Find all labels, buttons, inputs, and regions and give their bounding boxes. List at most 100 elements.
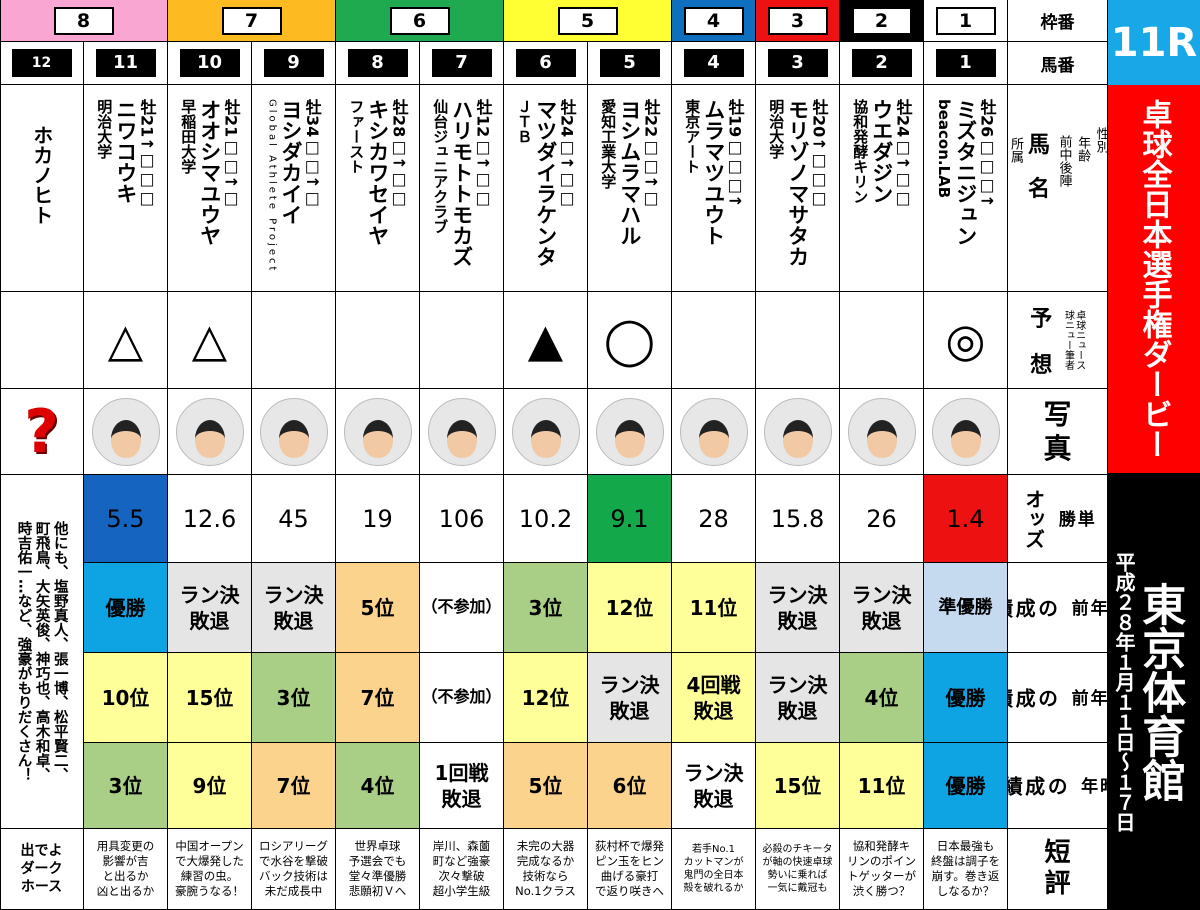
label-r3-cell: の 成 績 ３ 年 前: [1008, 563, 1108, 653]
comment-cell: ロシアリーグ で水谷を撃破 バック技術は 未だ成長中: [252, 829, 336, 910]
race-number: 11R: [1108, 0, 1200, 85]
result-r2: 12位: [521, 685, 570, 710]
horse-team: beacon.LAB: [935, 99, 954, 199]
player-photo: [427, 397, 496, 466]
result-r3: （不参加）: [421, 597, 502, 617]
horse-number: 1: [935, 49, 996, 77]
frame-cell: 7: [168, 0, 336, 42]
player-photo: [91, 397, 160, 466]
result-r3-cell: ラン決 敗退: [252, 563, 336, 653]
horse-name: キシカワセイヤ: [365, 99, 390, 246]
odds-cell: 15.8: [756, 475, 840, 563]
result-r2: 10位: [101, 685, 150, 710]
horse-team: 明治大学: [767, 99, 786, 159]
horse-number-cell: 1: [924, 42, 1008, 85]
prediction-cell: ◎: [924, 292, 1008, 389]
venue-panel: 平成２８年１月１１日〜１７日 東京体育館: [1108, 473, 1200, 910]
result-r3: 優勝: [105, 595, 146, 620]
result-r1: 15位: [773, 773, 822, 798]
horse-meta: 牡22□□↑□: [641, 99, 661, 208]
label-odds-main: オッズ: [1021, 488, 1046, 549]
horse-name: ホカノヒト: [29, 125, 54, 225]
horse-number: 12: [11, 49, 72, 77]
comment-cell: 必殺のチキータ が軸の快速卓球 勢いに乗れば 一気に戴冠も: [756, 829, 840, 910]
dark-horse-label: 出でよ ダーク ホース: [20, 842, 63, 896]
horse-name: ウエダジン: [869, 99, 894, 204]
comment-cell: 荻村杯で爆発 ピン玉をヒン 曲げる豪打 で返り咲きへ: [588, 829, 672, 910]
horse-name-cell: ホカノヒト: [0, 85, 84, 292]
photo-cell: [504, 389, 588, 475]
horse-number: 8: [347, 49, 408, 77]
horse-number: 7: [431, 49, 492, 77]
comment-text: 岸川、森薗 町など強豪 次々撃破 超小学生級: [432, 839, 491, 898]
result-r1: 7位: [276, 773, 311, 798]
horse-name: ミズタニジュン: [953, 99, 978, 246]
horse-name-cell: 牡12□↑□□ ハリモトトモカズ 仙台ジュニアクラブ: [420, 85, 504, 292]
odds-cell: 10.2: [504, 475, 588, 563]
horse-name-cell: 牡28□↑□□ キシカワセイヤ ファースト: [336, 85, 420, 292]
horse-number-cell: 8: [336, 42, 420, 85]
prediction-cell: [840, 292, 924, 389]
frame-cell: 2: [840, 0, 924, 42]
prediction-cell: [756, 292, 840, 389]
label-name: 名: [1027, 177, 1050, 202]
label-pred-sub: 卓球ニュース 球ニュー筆者: [1062, 310, 1085, 370]
frame-cell: 4: [672, 0, 756, 42]
prediction-mark: △: [191, 313, 228, 367]
horse-meta: 牡34□□↑□: [302, 99, 322, 208]
others-text: 他にも、塩野真人、張一博、松平賢二、 町飛鳥、大矢英俊、神巧也、高木和卓、 時吉…: [15, 521, 68, 782]
horse-name: マツダイラケンタ: [533, 99, 558, 267]
horse-team: 早稲田大学: [179, 99, 198, 174]
comment-text: 協和発酵キ リンのポイン トゲッターが 渋く勝つ？: [847, 839, 916, 898]
odds-cell: 9.1: [588, 475, 672, 563]
photo-cell: [840, 389, 924, 475]
horse-number-cell: 4: [672, 42, 756, 85]
label-r1-cell: の 成 績昨 年: [1008, 743, 1108, 829]
result-r2-cell: 優勝: [924, 653, 1008, 743]
comment-text: ロシアリーグ で水谷を撃破 バック技術は 未だ成長中: [259, 839, 328, 898]
result-r3: ラン決 敗退: [263, 582, 324, 633]
player-photo: [175, 397, 244, 466]
label-r1-main: の 成 績: [1008, 775, 1069, 796]
comment-text: 世界卓球 予選会でも 堂々準優勝 悲願初Ｖへ: [348, 839, 407, 898]
photo-cell: [168, 389, 252, 475]
comment-cell: 未完の大器 完成なるか 技術なら No.1クラス: [504, 829, 588, 910]
venue-text: 東京体育館: [1134, 581, 1186, 802]
horse-team: 仙台ジュニアクラブ: [431, 99, 450, 234]
race-title-text: 卓球全日本選手権ダービー: [1136, 99, 1172, 459]
result-r1: 6位: [612, 773, 647, 798]
result-r1-cell: 優勝: [924, 743, 1008, 829]
frame-number: 5: [557, 6, 618, 35]
photo-cell: [420, 389, 504, 475]
prediction-mark: ◎: [945, 313, 986, 367]
comment-text: 用具変更の 影響が吉 と出るか 凶と出るか: [96, 839, 155, 898]
frame-number: 7: [221, 6, 282, 35]
horse-meta: 牡20↑□□□: [809, 99, 829, 208]
label-pred-cell: 予想卓球ニュース 球ニュー筆者: [1008, 292, 1108, 389]
horse-number-cell: 5: [588, 42, 672, 85]
player-face-icon: [950, 419, 981, 458]
result-r3: ラン決 敗退: [767, 582, 828, 633]
odds-value: 10.2: [518, 504, 573, 533]
result-r1: ラン決 敗退: [683, 760, 744, 811]
result-r1-cell: 11位: [840, 743, 924, 829]
label-comment: 短 評: [1044, 837, 1071, 899]
player-face-icon: [614, 419, 645, 458]
result-r3-cell: 3位: [504, 563, 588, 653]
horse-number: 4: [683, 49, 744, 77]
photo-cell: [84, 389, 168, 475]
comment-cell: 若手No.1 カットマンが 鬼門の全日本 殻を破れるか: [672, 829, 756, 910]
frame-cell: 5: [504, 0, 672, 42]
result-r3-cell: ラン決 敗退: [840, 563, 924, 653]
odds-value: 5.5: [106, 504, 145, 533]
horse-name-cell: 牡21↑□□□ ニワコウキ 明治大学: [84, 85, 168, 292]
comment-cell: 世界卓球 予選会でも 堂々準優勝 悲願初Ｖへ: [336, 829, 420, 910]
question-mark-icon: ?: [24, 396, 59, 467]
result-r1-cell: 9位: [168, 743, 252, 829]
result-r1: 1回戦 敗退: [434, 760, 489, 811]
result-r1-cell: 5位: [504, 743, 588, 829]
horse-number: 6: [515, 49, 576, 77]
horse-number-cell: 6: [504, 42, 588, 85]
frame-number: 6: [389, 6, 450, 35]
horse-number: 3: [767, 49, 828, 77]
